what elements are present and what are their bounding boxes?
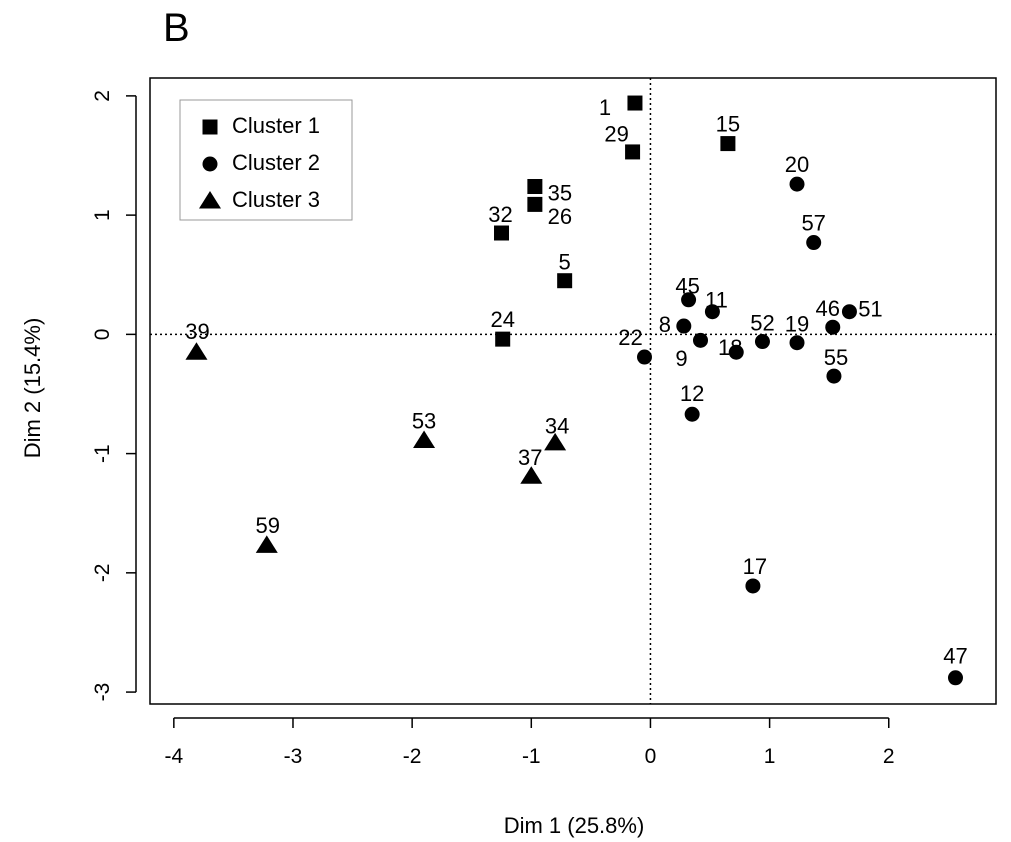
point-label-35: 35 — [548, 180, 572, 205]
legend-label-cluster-1: Cluster 1 — [232, 113, 320, 138]
point-label-52: 52 — [750, 310, 774, 335]
point-label-34: 34 — [545, 414, 569, 439]
point-39-triangle — [185, 342, 208, 360]
point-29-square — [625, 144, 641, 160]
legend-marker-triangle-icon — [199, 191, 221, 209]
y-tick-label: -3 — [91, 683, 114, 702]
point-label-11: 11 — [705, 288, 728, 313]
point-52-circle — [754, 334, 770, 350]
x-axis-title: Dim 1 (25.8%) — [504, 813, 645, 838]
x-tick-label: -3 — [284, 745, 303, 768]
point-label-32: 32 — [488, 202, 512, 227]
reference-lines — [150, 78, 996, 704]
point-12-circle — [684, 406, 700, 422]
point-label-19: 19 — [785, 312, 809, 337]
x-tick-label: -2 — [403, 745, 422, 768]
point-47-circle — [947, 670, 963, 686]
point-46-circle — [825, 319, 841, 335]
point-label-17: 17 — [743, 554, 767, 579]
legend-marker-circle-icon — [202, 156, 218, 172]
legend-label-cluster-2: Cluster 2 — [232, 150, 320, 175]
y-tick-label: -1 — [91, 444, 114, 463]
point-5-square — [557, 273, 573, 289]
point-label-20: 20 — [785, 152, 809, 177]
point-18-circle — [728, 344, 744, 360]
point-1-square — [627, 95, 643, 111]
point-53-triangle — [413, 430, 436, 448]
point-37-triangle — [520, 466, 543, 484]
data-points — [185, 95, 963, 686]
point-label-57: 57 — [801, 210, 825, 235]
y-axis-title: Dim 2 (15.4%) — [20, 318, 45, 459]
point-57-circle — [806, 235, 822, 251]
point-label-18: 18 — [718, 335, 742, 360]
point-35-square — [527, 179, 543, 195]
point-label-15: 15 — [716, 111, 740, 136]
point-label-46: 46 — [816, 296, 840, 321]
point-59-triangle — [255, 535, 278, 553]
point-label-24: 24 — [490, 307, 514, 332]
point-34-triangle — [544, 432, 567, 451]
x-tick-label: -4 — [164, 745, 183, 768]
point-26-square — [527, 196, 543, 212]
point-11-circle — [704, 304, 720, 320]
point-15-square — [720, 136, 736, 152]
point-label-47: 47 — [943, 644, 967, 669]
point-label-37: 37 — [518, 445, 542, 470]
y-tick-label: 1 — [91, 209, 114, 221]
x-tick-label: 0 — [645, 745, 657, 768]
point-label-39: 39 — [185, 319, 209, 344]
point-label-8: 8 — [659, 312, 671, 337]
point-9-circle — [692, 332, 708, 348]
point-label-51: 51 — [858, 297, 882, 322]
y-tick-label: 0 — [91, 329, 114, 341]
plot-frame — [149, 77, 997, 705]
point-label-55: 55 — [824, 345, 848, 370]
y-tick-label: 2 — [91, 90, 114, 102]
point-17-circle — [745, 578, 761, 594]
point-label-59: 59 — [256, 513, 280, 538]
point-32-square — [494, 225, 510, 241]
point-label-5: 5 — [559, 250, 571, 275]
point-19-circle — [789, 335, 805, 351]
point-20-circle — [789, 176, 805, 192]
point-label-22: 22 — [618, 325, 642, 350]
legend-label-cluster-3: Cluster 3 — [232, 187, 320, 212]
x-tick-label: 2 — [883, 745, 895, 768]
point-label-45: 45 — [675, 274, 699, 299]
x-tick-label: 1 — [764, 745, 776, 768]
point-8-circle — [676, 318, 692, 334]
point-label-9: 9 — [675, 346, 687, 371]
point-label-1: 1 — [599, 95, 611, 120]
point-label-12: 12 — [680, 381, 704, 406]
point-label-53: 53 — [412, 408, 436, 433]
point-45-circle — [681, 292, 697, 308]
point-55-circle — [826, 368, 842, 384]
point-22-circle — [636, 349, 652, 365]
y-tick-label: -2 — [91, 563, 114, 582]
point-51-circle — [841, 304, 857, 320]
legend: Cluster 1 Cluster 2 Cluster 3 — [179, 99, 353, 221]
panel-letter: B — [163, 6, 190, 50]
legend-marker-square-icon — [202, 119, 218, 135]
point-label-29: 29 — [604, 122, 628, 147]
point-24-square — [495, 331, 511, 347]
point-label-26: 26 — [548, 204, 572, 229]
x-tick-label: -1 — [522, 745, 541, 768]
